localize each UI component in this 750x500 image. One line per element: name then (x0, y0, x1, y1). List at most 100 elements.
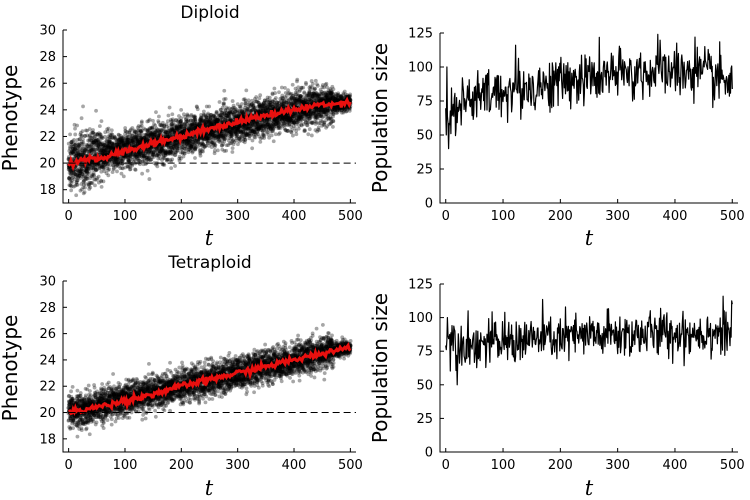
scatter-point (107, 138, 112, 143)
scatter-point (83, 185, 87, 190)
scatter-point (89, 163, 94, 168)
scatter-point (167, 151, 172, 156)
scatter-point (277, 131, 282, 135)
scatter-point (118, 137, 123, 141)
scatter-point (178, 119, 183, 124)
scatter-point (182, 146, 187, 151)
scatter-point (99, 134, 103, 139)
scatter-point (116, 137, 120, 141)
scatter-point (91, 140, 96, 145)
scatter-point (183, 122, 187, 127)
scatter-point (106, 168, 111, 173)
x-tick-label: 300 (225, 209, 250, 224)
scatter-point (157, 149, 162, 154)
scatter-point (119, 138, 123, 143)
scatter-point (180, 122, 185, 127)
scatter-point (258, 93, 263, 98)
scatter-point (185, 141, 189, 146)
scatter-point (135, 138, 140, 142)
scatter-point (97, 136, 102, 141)
scatter-point (90, 140, 95, 145)
scatter-point (82, 168, 87, 173)
scatter-point (87, 149, 92, 154)
scatter-point (156, 133, 161, 138)
scatter-point (144, 136, 149, 141)
scatter-point (145, 132, 150, 137)
scatter-point (170, 127, 175, 132)
scatter-point (309, 133, 314, 138)
scatter-point (97, 161, 102, 166)
scatter-point (91, 172, 96, 177)
scatter-point (120, 161, 125, 166)
scatter-point (134, 137, 139, 142)
scatter-point (160, 149, 165, 154)
scatter-point (134, 154, 139, 159)
scatter-point (163, 149, 168, 154)
scatter-point (185, 112, 190, 117)
scatter-point (168, 130, 172, 135)
scatter-point (183, 149, 188, 153)
scatter-point (99, 169, 104, 174)
scatter-point (134, 156, 139, 161)
scatter-point (143, 150, 148, 155)
scatter-point (186, 147, 191, 152)
scatter-point (110, 135, 115, 140)
scatter-point (301, 85, 306, 90)
scatter-point (136, 138, 140, 143)
scatter-point (192, 121, 196, 125)
scatter-point (133, 134, 138, 139)
scatter-point (171, 120, 176, 125)
scatter-point (169, 166, 174, 171)
scatter-point (111, 136, 116, 141)
scatter-point (70, 139, 75, 144)
scatter-point (121, 157, 125, 161)
scatter-point (84, 153, 89, 158)
scatter-point (91, 145, 96, 150)
scatter-point (74, 175, 78, 180)
scatter-point (141, 153, 146, 158)
scatter-point (169, 143, 174, 147)
scatter-point (136, 139, 141, 144)
scatter-point (105, 143, 110, 148)
scatter-point (143, 133, 148, 137)
y-tick-label: 28 (39, 50, 56, 65)
scatter-point (164, 130, 168, 135)
scatter-point (108, 158, 112, 163)
scatter-point (151, 150, 156, 155)
scatter-point (135, 142, 140, 147)
scatter-point (137, 152, 142, 157)
scatter-point (138, 140, 143, 144)
scatter-point (165, 124, 169, 129)
scatter-point (174, 126, 179, 130)
scatter-point (151, 151, 156, 156)
scatter-point (155, 146, 160, 151)
scatter-point (127, 142, 132, 147)
scatter-point (77, 153, 82, 157)
scatter-point (126, 140, 131, 145)
scatter-point (195, 105, 199, 110)
scatter-point (99, 148, 103, 153)
scatter-point (150, 130, 154, 135)
scatter-point (69, 140, 74, 145)
scatter-point (117, 137, 122, 142)
scatter-point (75, 123, 79, 128)
scatter-point (194, 104, 199, 109)
scatter-point (74, 153, 79, 158)
scatter-point (112, 158, 117, 163)
scatter-point (189, 146, 194, 150)
scatter-point (80, 150, 85, 155)
scatter-point (189, 128, 194, 132)
scatter-point (80, 162, 85, 167)
scatter-point (76, 145, 80, 150)
scatter-point (100, 164, 105, 169)
scatter-point (114, 157, 119, 162)
scatter-point (172, 142, 177, 147)
scatter-point (88, 176, 93, 181)
scatter-point (170, 128, 175, 133)
scatter-point (98, 142, 103, 147)
scatter-point (155, 153, 160, 158)
scatter-point (150, 155, 155, 159)
scatter-point (193, 144, 198, 149)
scatter-point (174, 118, 178, 123)
scatter-point (160, 145, 164, 149)
